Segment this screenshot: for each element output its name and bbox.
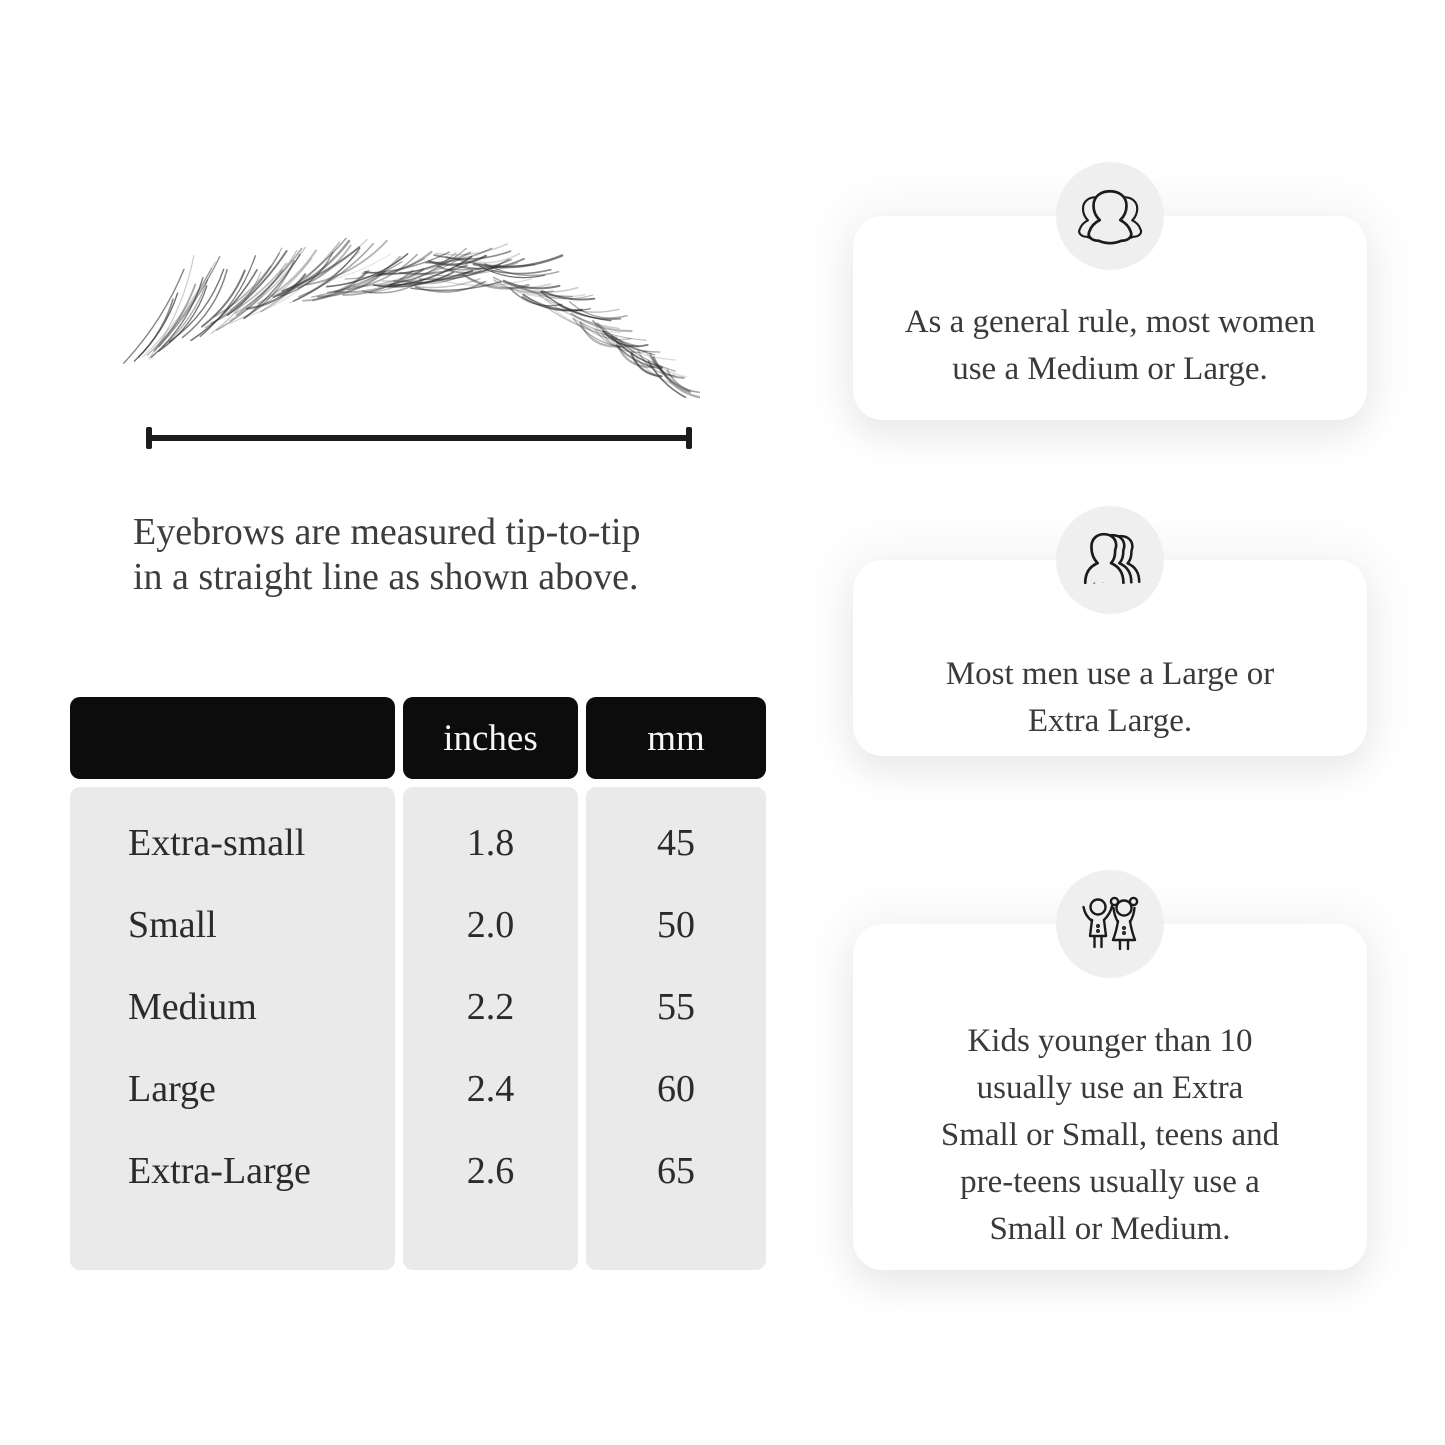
table-cell: 2.0 [466,904,515,946]
measurement-line-left-cap [146,427,152,449]
icon-badge [1056,162,1164,270]
table-row: Extra-Large [128,1150,311,1192]
table-cell: 2.2 [466,986,515,1028]
men-group-icon [1083,532,1141,585]
info-card-women: As a general rule, most women use a Medi… [853,162,1367,420]
card-text-line: Small or Small, teens and [940,1116,1280,1153]
card-text-line: usually use an Extra [976,1069,1244,1106]
card-text-line: As a general rule, most women [904,304,1316,340]
card-text-line: pre-teens usually use a [960,1163,1260,1200]
table-header-mm: mm [586,697,766,779]
table-column-sizes: Extra-small Small Medium Large Extra-Lar… [70,787,395,1270]
table-row: Extra-small [128,822,306,864]
info-card-kids: Kids younger than 10 usually use an Extr… [853,870,1367,1270]
figure-caption: Eyebrows are measured tip-to-tip in a st… [133,510,641,600]
card-text-line: Extra Large. [1027,703,1193,739]
figure-caption-line2: in a straight line as shown above. [133,556,639,598]
table-cell: 50 [657,904,695,946]
table-header-blank [70,697,395,779]
table-row: Medium [128,986,257,1028]
size-table: inches mm Extra-small Small Medium Large… [70,697,766,1270]
table-column-mm: 45 50 55 60 65 [586,787,766,1270]
table-cell: 2.4 [466,1068,515,1110]
table-cell: 1.8 [466,822,515,864]
info-card-men: Most men use a Large or Extra Large. [853,506,1367,756]
table-row: Large [128,1068,216,1110]
icon-badge [1056,506,1164,614]
table-cell: 55 [657,986,695,1028]
card-text-line: Most men use a Large or [945,656,1275,692]
measurement-line-right-cap [686,427,692,449]
table-row: Small [128,904,217,946]
figure-caption-line1: Eyebrows are measured tip-to-tip [133,511,641,553]
table-header-inches: inches [403,697,578,779]
card-text-line: Small or Medium. [989,1210,1231,1247]
measurement-line [146,427,692,449]
women-group-icon [1078,189,1143,245]
card-text-line: Kids younger than 10 [967,1022,1253,1059]
table-cell: 45 [657,822,695,864]
table-cell: 2.6 [466,1150,515,1192]
eyebrow-illustration [123,238,700,399]
card-text-line: use a Medium or Large. [952,351,1268,387]
table-cell: 60 [657,1068,695,1110]
measurement-line-bar [152,435,686,441]
table-cell: 65 [657,1150,695,1192]
icon-badge [1056,870,1164,978]
kids-icon [1082,896,1139,951]
table-column-inches: 1.8 2.0 2.2 2.4 2.6 [403,787,578,1270]
